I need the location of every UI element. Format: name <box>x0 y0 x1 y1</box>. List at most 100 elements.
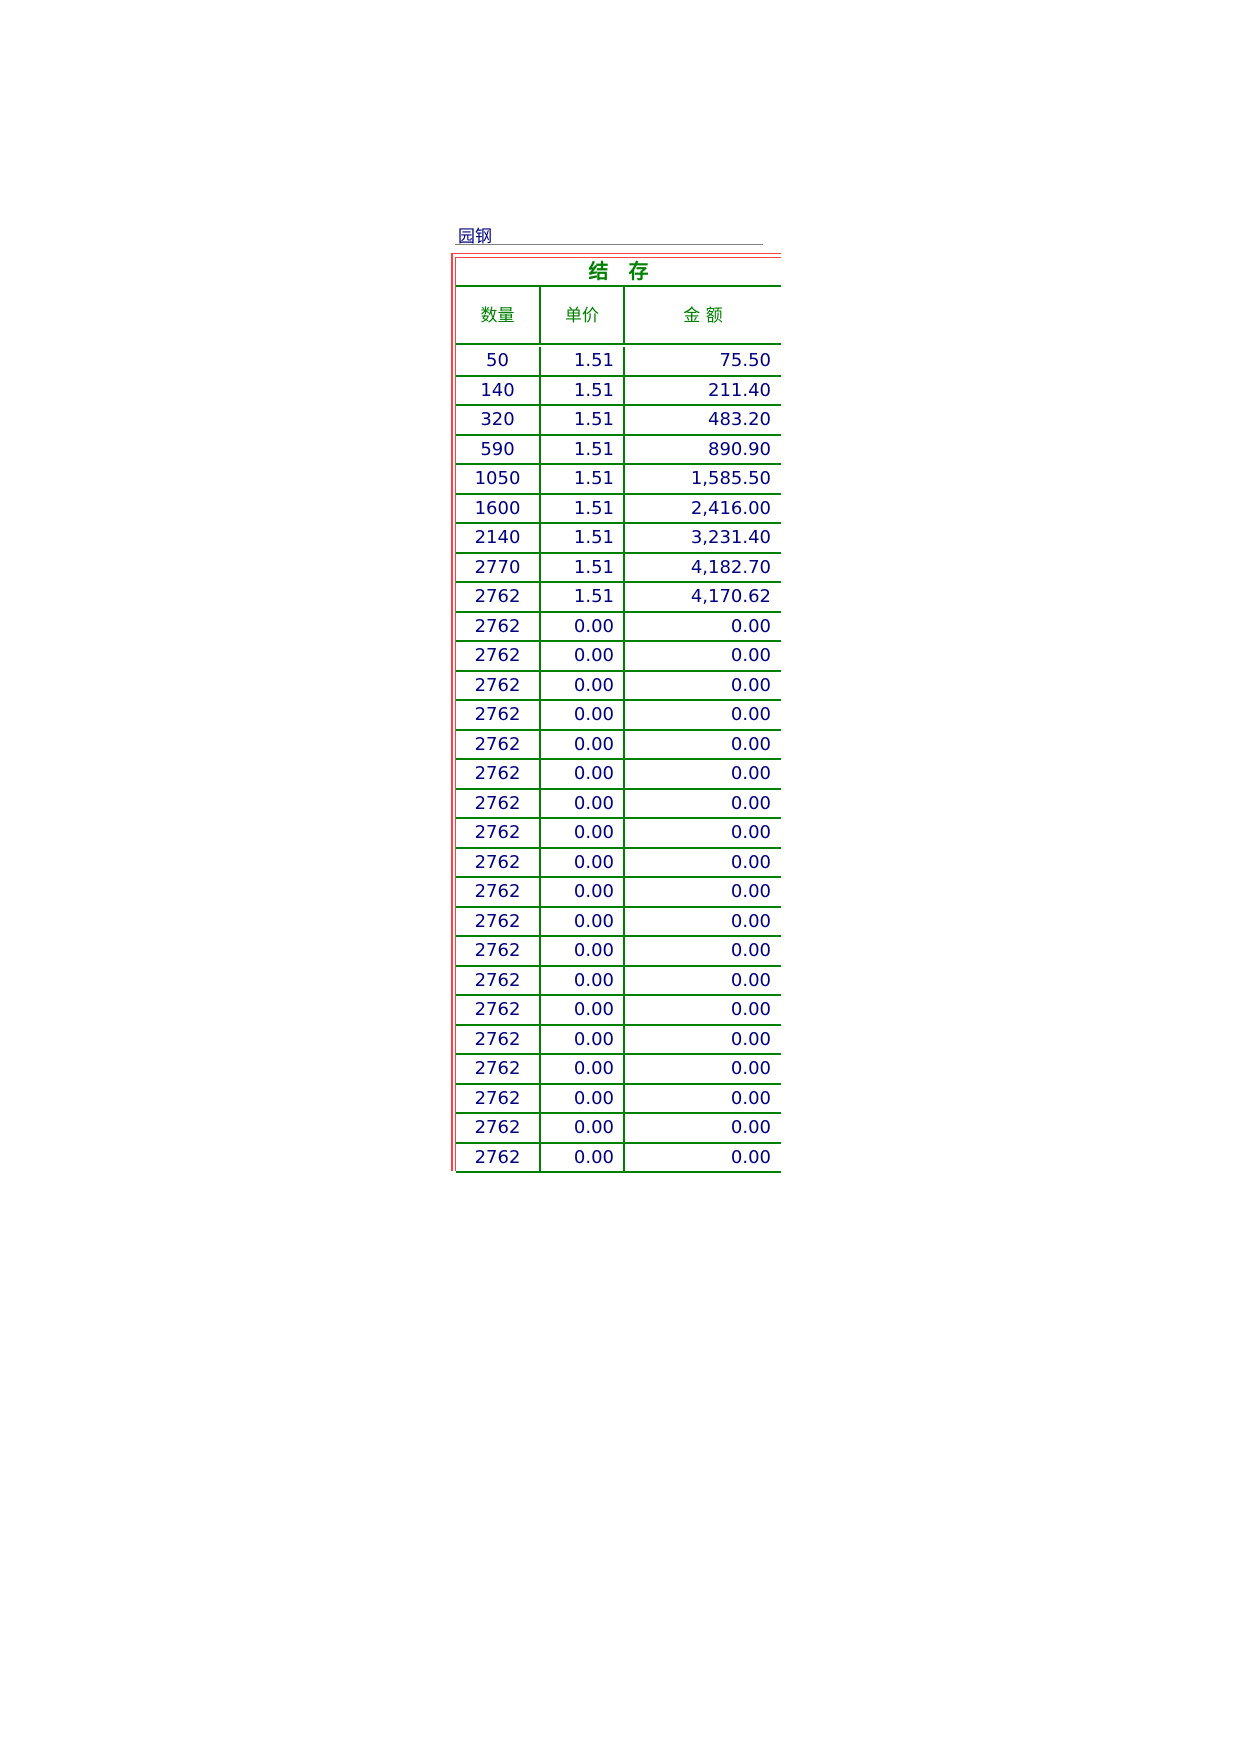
cell-amount: 0.00 <box>623 1025 781 1053</box>
cell-quantity: 320 <box>480 409 515 430</box>
table-row: 2762 0.00 0.00 <box>456 642 781 672</box>
cell-quantity: 2762 <box>474 851 521 873</box>
table-row: 1600 1.51 2,416.00 <box>456 494 781 524</box>
red-border-top <box>451 253 781 254</box>
table-row: 2762 0.00 0.00 <box>456 878 781 908</box>
cell-quantity: 2762 <box>474 1087 521 1109</box>
cell-amount: 3,231.40 <box>623 524 781 552</box>
table-row: 50 1.51 75.50 <box>456 347 781 377</box>
cell-unit-price: 0.00 <box>539 789 623 817</box>
cell-quantity: 2762 <box>474 586 521 607</box>
table-row: 2140 1.51 3,231.40 <box>456 524 781 554</box>
cell-unit-price: 1.51 <box>539 553 623 581</box>
cell-amount: 0.00 <box>623 996 781 1024</box>
table-row: 2762 0.00 0.00 <box>456 1143 781 1173</box>
cell-quantity: 140 <box>480 379 515 401</box>
table-row: 2762 0.00 0.00 <box>456 730 781 760</box>
cell-unit-price: 0.00 <box>539 966 623 994</box>
table-row: 2762 0.00 0.00 <box>456 819 781 849</box>
table-row: 2762 0.00 0.00 <box>456 996 781 1026</box>
table-row: 140 1.51 211.40 <box>456 376 781 406</box>
cell-quantity: 2762 <box>474 645 521 666</box>
cell-unit-price: 0.00 <box>539 1143 623 1171</box>
title-underline <box>455 244 763 245</box>
cell-amount: 2,416.00 <box>623 494 781 522</box>
table-row: 2762 0.00 0.00 <box>456 789 781 819</box>
cell-amount: 483.20 <box>623 406 781 434</box>
cell-quantity: 2762 <box>474 969 521 991</box>
cell-amount: 0.00 <box>623 819 781 847</box>
cell-amount: 75.50 <box>623 347 781 375</box>
cell-unit-price: 0.00 <box>539 1084 623 1112</box>
section-header: 结 存 <box>456 258 781 287</box>
table-row: 2762 1.51 4,170.62 <box>456 583 781 613</box>
table-row: 2762 0.00 0.00 <box>456 937 781 967</box>
cell-quantity: 2140 <box>474 527 521 548</box>
table-row: 2762 0.00 0.00 <box>456 1084 781 1114</box>
cell-quantity: 1600 <box>474 497 521 519</box>
cell-amount: 0.00 <box>623 1055 781 1083</box>
cell-quantity: 2762 <box>474 999 521 1020</box>
cell-unit-price: 1.51 <box>539 376 623 404</box>
cell-amount: 0.00 <box>623 1114 781 1142</box>
cell-quantity: 2762 <box>474 1058 521 1079</box>
cell-unit-price: 0.00 <box>539 612 623 640</box>
cell-amount: 1,585.50 <box>623 465 781 493</box>
cell-amount: 0.00 <box>623 671 781 699</box>
table-row: 2762 0.00 0.00 <box>456 966 781 996</box>
table-row: 2762 0.00 0.00 <box>456 907 781 937</box>
table-row: 2762 0.00 0.00 <box>456 1055 781 1085</box>
table-row: 2762 0.00 0.00 <box>456 1114 781 1144</box>
cell-unit-price: 0.00 <box>539 642 623 670</box>
cell-quantity: 2762 <box>474 881 521 902</box>
table-row: 1050 1.51 1,585.50 <box>456 465 781 495</box>
cell-quantity: 2762 <box>474 940 521 961</box>
cell-unit-price: 1.51 <box>539 406 623 434</box>
cell-unit-price: 1.51 <box>539 347 623 375</box>
table-row: 2762 0.00 0.00 <box>456 671 781 701</box>
cell-quantity: 2762 <box>474 1117 521 1138</box>
cell-unit-price: 1.51 <box>539 494 623 522</box>
cell-amount: 0.00 <box>623 789 781 817</box>
cell-amount: 0.00 <box>623 1143 781 1171</box>
cell-unit-price: 0.00 <box>539 1114 623 1142</box>
cell-amount: 890.90 <box>623 435 781 463</box>
red-border-left-inner <box>455 257 456 1171</box>
cell-quantity: 2762 <box>474 763 521 784</box>
cell-amount: 0.00 <box>623 937 781 965</box>
cell-amount: 0.00 <box>623 1084 781 1112</box>
cell-unit-price: 1.51 <box>539 583 623 611</box>
cell-quantity: 1050 <box>474 468 521 489</box>
cell-amount: 0.00 <box>623 701 781 729</box>
cell-amount: 0.00 <box>623 612 781 640</box>
table-row: 2762 0.00 0.00 <box>456 612 781 642</box>
cell-amount: 211.40 <box>623 376 781 404</box>
cell-unit-price: 0.00 <box>539 907 623 935</box>
table-row: 2762 0.00 0.00 <box>456 701 781 731</box>
red-border-top-inner <box>455 257 781 258</box>
cell-amount: 0.00 <box>623 966 781 994</box>
cell-amount: 0.00 <box>623 848 781 876</box>
table-row: 2762 0.00 0.00 <box>456 760 781 790</box>
cell-unit-price: 0.00 <box>539 878 623 906</box>
table-row: 2762 0.00 0.00 <box>456 1025 781 1055</box>
cell-unit-price: 0.00 <box>539 1055 623 1083</box>
cell-amount: 0.00 <box>623 760 781 788</box>
cell-quantity: 2762 <box>474 822 521 843</box>
cell-quantity: 2762 <box>474 1146 521 1168</box>
cell-quantity: 2762 <box>474 792 521 814</box>
cell-unit-price: 1.51 <box>539 465 623 493</box>
cell-unit-price: 0.00 <box>539 937 623 965</box>
cell-amount: 4,170.62 <box>623 583 781 611</box>
table-row: 2770 1.51 4,182.70 <box>456 553 781 583</box>
column-header-quantity: 数量 <box>456 287 539 345</box>
cell-unit-price: 0.00 <box>539 760 623 788</box>
cell-unit-price: 0.00 <box>539 1025 623 1053</box>
table-row: 2762 0.00 0.00 <box>456 848 781 878</box>
cell-quantity: 2762 <box>474 910 521 932</box>
cell-quantity: 2770 <box>474 556 521 578</box>
cell-quantity: 590 <box>480 438 515 460</box>
column-header-unit-price: 单价 <box>539 287 623 345</box>
column-header-amount: 金 额 <box>623 287 781 345</box>
cell-unit-price: 1.51 <box>539 524 623 552</box>
